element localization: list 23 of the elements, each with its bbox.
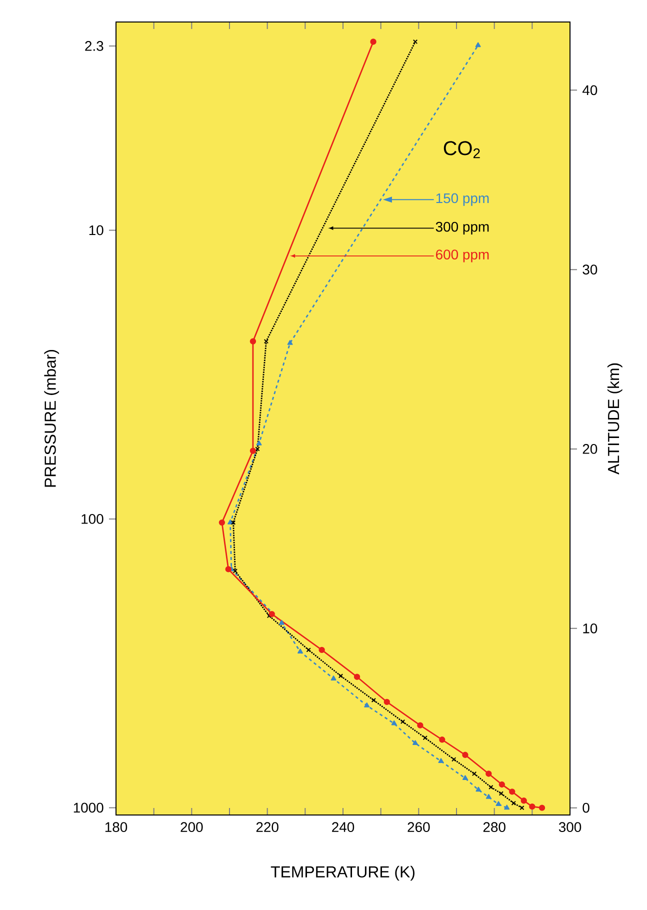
x-axis-title: TEMPERATURE (K) xyxy=(270,866,414,881)
y2-tick-label: 40 xyxy=(582,85,598,96)
y2-tick-label: 20 xyxy=(582,444,598,454)
x-tick-label: 240 xyxy=(332,822,354,832)
x-tick-label: 300 xyxy=(558,822,582,832)
legend-label: 150 ppm xyxy=(436,193,489,206)
x-tick-label: 280 xyxy=(483,822,506,832)
y2-tick-label: 0 xyxy=(582,802,590,813)
x-tick-label: 260 xyxy=(408,822,430,832)
x-tick-label: 220 xyxy=(256,822,278,832)
y-tick-label: 10 xyxy=(89,225,104,236)
y-tick-label: 1000 xyxy=(74,802,104,813)
y-tick-label: 2.3 xyxy=(85,41,104,51)
legend-title: CO$_{2}$ xyxy=(444,141,480,158)
y2-axis-title: ALTITUDE (km) xyxy=(607,363,622,475)
x-tick-label: 200 xyxy=(180,822,203,832)
y2-tick-label: 30 xyxy=(582,264,598,275)
text: 300 ppm xyxy=(436,222,489,234)
y-axis-title: PRESSURE (mbar) xyxy=(44,350,60,487)
text: 600 ppm xyxy=(436,250,489,262)
y2-tick-label: 10 xyxy=(583,623,598,634)
y-tick-label: 100 xyxy=(82,514,104,524)
x-tick-label: 180 xyxy=(105,822,128,832)
